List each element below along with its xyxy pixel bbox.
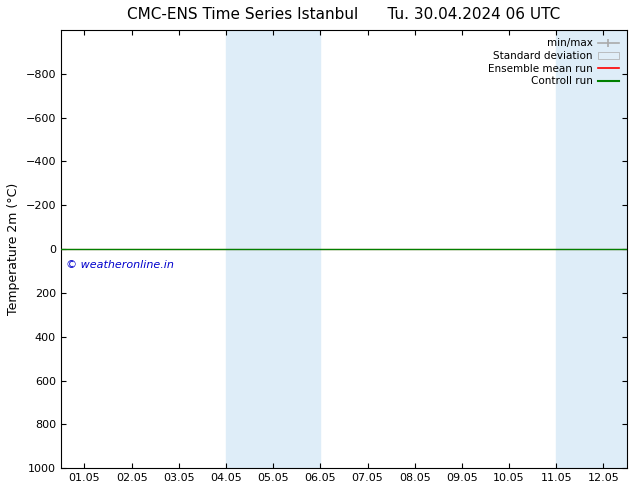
Bar (556, 30, 627, 468)
Legend: min/max, Standard deviation, Ensemble mean run, Controll run: min/max, Standard deviation, Ensemble me… (485, 35, 622, 89)
Text: © weatheronline.in: © weatheronline.in (65, 260, 174, 270)
Title: CMC-ENS Time Series Istanbul      Tu. 30.04.2024 06 UTC: CMC-ENS Time Series Istanbul Tu. 30.04.2… (127, 7, 560, 22)
Y-axis label: Temperature 2m (°C): Temperature 2m (°C) (7, 183, 20, 315)
Bar (226, 30, 320, 468)
